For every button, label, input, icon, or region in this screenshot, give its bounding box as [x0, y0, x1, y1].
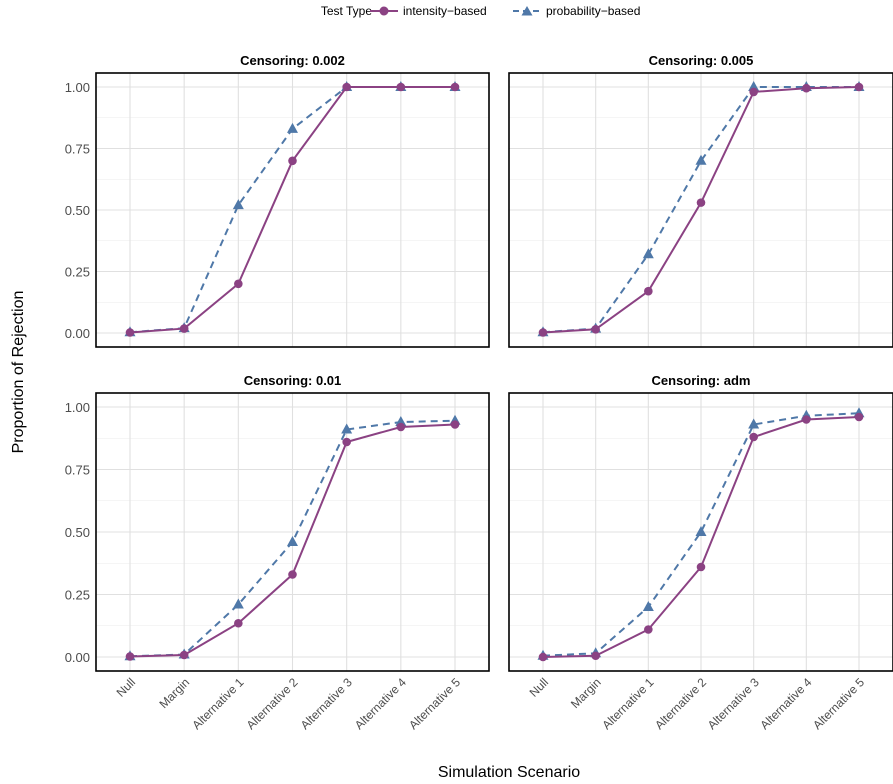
data-point-intensity-based [538, 328, 548, 337]
y-tick-label: 0.25 [65, 588, 90, 603]
data-point-probability-based [341, 423, 353, 434]
data-point-probability-based [748, 81, 760, 91]
panel: Censoring: 0.005 [508, 53, 893, 348]
data-point-intensity-based [288, 570, 297, 579]
y-tick-label: 1.00 [65, 80, 90, 95]
x-tick-label: Alternative 4 [352, 675, 409, 732]
data-point-intensity-based [749, 87, 758, 97]
data-point-intensity-based [538, 652, 548, 662]
data-point-probability-based [232, 199, 244, 210]
data-point-probability-based [642, 248, 654, 259]
panel-border [95, 392, 490, 672]
data-point-probability-based [395, 416, 407, 426]
y-tick-label: 0.50 [65, 525, 90, 540]
x-tick-label: Margin [156, 675, 192, 711]
data-point-probability-based [695, 526, 707, 536]
x-tick-label: Alternative 1 [599, 675, 656, 732]
data-point-intensity-based [644, 625, 653, 634]
legend-title: Test Type [321, 4, 372, 18]
data-point-probability-based [232, 598, 244, 609]
data-point-intensity-based [288, 156, 297, 166]
panel-title: Censoring: 0.005 [649, 53, 754, 68]
x-tick-label: Margin [568, 675, 604, 711]
panel: Censoring: 0.002 0.00 0.25 0.50 0.75 1.00 [65, 53, 490, 348]
data-point-intensity-based [591, 325, 600, 334]
panel-title: Censoring: 0.002 [240, 53, 345, 68]
data-point-intensity-based [342, 82, 351, 92]
data-point-intensity-based [396, 422, 406, 432]
y-axis-title: Proportion of Rejection [10, 291, 27, 454]
legend: Test Type intensity−based probability−bas… [321, 4, 641, 18]
y-tick-label: 0.00 [65, 326, 90, 341]
x-tick-label: Null [114, 675, 139, 700]
data-point-intensity-based [591, 651, 600, 661]
data-point-intensity-based [644, 286, 653, 296]
panel-border [508, 72, 893, 348]
data-point-intensity-based [802, 83, 811, 93]
x-tick-label: Alternative 3 [705, 675, 762, 732]
y-tick-label: 0.00 [65, 650, 90, 665]
panel: Censoring: 0.01 0.00 0.25 0.50 0.75 1.00 Null M… [65, 373, 490, 732]
data-point-intensity-based [234, 618, 243, 628]
data-point-intensity-based [396, 82, 406, 92]
data-point-intensity-based [179, 650, 189, 660]
legend-label: probability−based [546, 4, 640, 18]
panel-border [508, 392, 893, 672]
y-tick-label: 0.75 [65, 142, 90, 157]
x-tick-label: Alternative 2 [652, 675, 709, 732]
data-point-intensity-based [696, 198, 706, 207]
legend-key-circle-marker [379, 6, 389, 16]
legend-label: intensity−based [403, 4, 487, 18]
data-point-intensity-based [802, 415, 811, 424]
x-tick-label: Null [527, 675, 552, 700]
data-point-intensity-based [125, 652, 135, 661]
y-tick-label: 0.75 [65, 463, 90, 478]
data-point-intensity-based [450, 82, 460, 92]
data-point-intensity-based [342, 437, 351, 447]
data-point-probability-based [748, 418, 760, 429]
data-point-probability-based [695, 154, 707, 165]
panels: Censoring: 0.0020.000.250.500.751.00Cens… [65, 53, 893, 732]
data-point-probability-based [287, 122, 298, 133]
y-tick-label: 1.00 [65, 400, 90, 415]
data-point-intensity-based [125, 328, 135, 337]
data-point-intensity-based [179, 324, 189, 333]
data-point-intensity-based [696, 562, 706, 572]
x-tick-label: Alternative 3 [298, 675, 355, 732]
data-point-intensity-based [854, 412, 864, 422]
legend-key-triangle-marker [521, 6, 533, 16]
x-tick-label: Alternative 1 [189, 675, 246, 732]
x-tick-label: Alternative 5 [810, 675, 867, 732]
x-tick-label: Alternative 2 [244, 675, 301, 732]
panel-title: Censoring: 0.01 [244, 373, 342, 388]
data-point-intensity-based [450, 420, 460, 429]
data-point-probability-based [642, 601, 654, 611]
x-axis-title: Simulation Scenario [438, 764, 580, 781]
data-point-probability-based [287, 536, 298, 546]
y-tick-label: 0.50 [65, 203, 90, 218]
data-point-intensity-based [854, 82, 864, 92]
panel-border [95, 72, 490, 348]
x-tick-label: Alternative 5 [406, 675, 463, 732]
data-point-intensity-based [749, 432, 758, 442]
y-tick-label: 0.25 [65, 265, 90, 280]
panel-title: Censoring: adm [652, 373, 751, 388]
x-tick-label: Alternative 4 [757, 675, 814, 732]
data-point-intensity-based [234, 279, 243, 289]
